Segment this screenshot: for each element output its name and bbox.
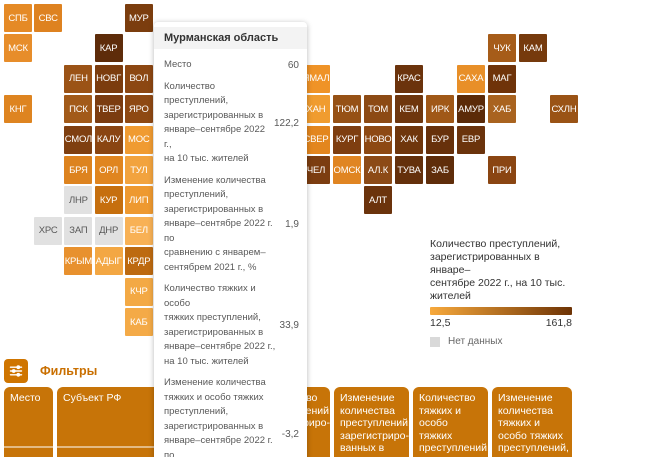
map-legend: Количество преступлений, зарегистрирован… [430,238,572,347]
table-header-cell[interactable]: Изменение количества преступлений, зарег… [334,387,409,457]
map-tile[interactable]: ЯРО [124,95,153,124]
table-header-cell[interactable]: Место [4,387,53,457]
map-tile[interactable]: СПБ [4,4,32,32]
map-tile[interactable]: КРАС [395,64,423,93]
map-tile[interactable]: БУР [426,125,454,154]
map-tile[interactable]: МАГ [488,64,516,93]
map-tile[interactable]: АДЫГ [94,247,123,276]
map-tile[interactable]: КУРГ [333,125,361,154]
map-tile[interactable]: ЗАБ [426,156,454,184]
tooltip-stat-row: Место 60 [164,58,299,73]
map-tile[interactable]: КНГ [4,95,32,124]
map-tile[interactable]: БРЯ [64,156,93,184]
map-tile[interactable]: ЧУК [488,34,516,63]
filters-label[interactable]: Фильтры [40,364,98,378]
tooltip-stat-row: Количество преступлений, зарегистрирован… [164,80,299,167]
region-tooltip: Мурманская область Место 60 Количество пре… [154,22,307,457]
map-tile[interactable]: АЛТ [364,186,392,215]
map-tile[interactable]: ИРК [426,95,454,124]
map-tile[interactable]: СХЛН [550,95,578,124]
table-header-divider [4,446,251,448]
legend-min-value: 12,5 [430,317,451,329]
map-tile[interactable]: НОВГ [94,64,123,93]
map-tile[interactable]: СМОЛ [64,125,93,154]
tooltip-stat-value: 122,2 [273,117,299,129]
sliders-icon [9,364,23,378]
tooltip-stat-row: Изменение количества тяжких и особо тяжк… [164,376,299,457]
map-tile[interactable]: КЧР [124,277,153,306]
tooltip-stat-value: -3,2 [281,428,299,440]
map-tile[interactable]: КАМ [519,34,547,63]
map-tile[interactable]: ТЮМ [333,95,361,124]
tooltip-stat-label: Изменение количества преступлений, зарег… [164,174,273,273]
tooltip-stat-value: 60 [287,59,299,71]
map-tile[interactable]: АМУР [457,95,485,124]
map-tile[interactable]: МУР [124,4,153,32]
map-tile[interactable]: НОВО [364,125,392,154]
map-tile[interactable]: ТУВА [395,156,423,184]
no-data-label: Нет данных [448,336,503,347]
map-tile[interactable]: МОС [124,125,153,154]
tooltip-region-title: Мурманская область [154,27,307,49]
legend-scale: 12,5 161,8 [430,317,572,329]
map-tile[interactable]: КАЛУ [94,125,123,154]
map-tile[interactable]: ЕВР [457,125,485,154]
map-tile[interactable]: КЕМ [395,95,423,124]
table-header-cell[interactable]: Изменение количества тяжких и особо тяжк… [492,387,572,457]
map-tile[interactable]: ВОЛ [124,64,153,93]
map-tile[interactable]: КРЫМ [64,247,93,276]
tooltip-stat-label: Изменение количества тяжких и особо тяжк… [164,377,273,457]
map-tile[interactable]: КУР [94,186,123,215]
map-tile[interactable]: ОРЛ [94,156,123,184]
legend-max-value: 161,8 [545,317,572,329]
no-data-swatch [430,336,440,347]
map-tile[interactable]: ПРИ [488,156,516,184]
filters-control: Фильтры [4,359,97,383]
legend-no-data: Нет данных [430,336,572,347]
map-tile[interactable]: ЗАП [64,216,93,245]
tooltip-stat-label: Количество тяжких и особо тяжких преступ… [164,283,276,367]
map-tile[interactable]: ЛЕН [64,64,93,93]
map-tile[interactable]: КАБ [124,308,153,336]
tooltip-stat-label: Место [164,59,192,70]
table-header-cell[interactable]: Количество тяжких и особо тяжких преступ… [413,387,488,457]
map-tile[interactable]: БЕЛ [124,216,153,245]
map-tile[interactable]: КАР [94,34,123,63]
map-tile[interactable]: ТВЕР [94,95,123,124]
map-tile[interactable]: КРДР [124,247,153,276]
filters-button[interactable] [4,359,28,383]
map-tile[interactable]: САХА [457,64,485,93]
map-tile[interactable]: ТОМ [364,95,392,124]
map-tile[interactable]: МСК [4,34,32,63]
map-tile[interactable]: АЛ.К [364,156,392,184]
map-tile[interactable]: ДНР [94,216,123,245]
map-tile[interactable]: ЛИП [124,186,153,215]
tooltip-stat-row: Количество тяжких и особо тяжких преступ… [164,282,299,369]
tooltip-stats: Место 60 Количество преступлений, зарегист… [154,49,307,457]
legend-gradient-bar [430,307,572,315]
map-tile[interactable]: ПСК [64,95,93,124]
tooltip-stat-value: 1,9 [285,218,299,230]
map-tile[interactable]: ТУЛ [124,156,153,184]
map-tile[interactable]: ЛНР [64,186,93,215]
legend-title: Количество преступлений, зарегистрирован… [430,238,566,302]
map-tile[interactable]: ХРС [34,216,63,245]
map-tile[interactable]: ХАБ [488,95,516,124]
tooltip-stat-value: 33,9 [279,320,299,331]
map-tile[interactable]: СВС [34,4,63,32]
map-tile[interactable]: ОМСК [333,156,361,184]
tooltip-stat-row: Изменение количества преступлений, зарег… [164,174,299,276]
tooltip-stat-label: Количество преступлений, зарегистрирован… [164,80,266,165]
map-tile[interactable]: ХАК [395,125,423,154]
